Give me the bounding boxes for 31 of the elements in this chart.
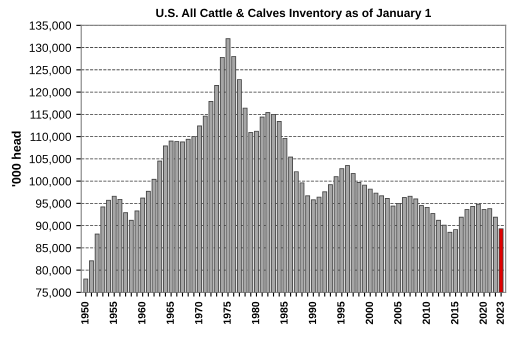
y-tick-label: 75,000 bbox=[36, 288, 72, 298]
x-tick-label: 1965 bbox=[166, 302, 174, 324]
y-tick-label: 85,000 bbox=[36, 244, 72, 254]
x-tick-label: 1975 bbox=[223, 302, 231, 324]
y-tick-label: 90,000 bbox=[36, 222, 72, 232]
x-tick-label: 2000 bbox=[366, 302, 374, 324]
y-tick-label: 110,000 bbox=[30, 132, 72, 142]
x-tick-label: 2005 bbox=[394, 302, 402, 324]
y-tick-label: 95,000 bbox=[36, 199, 72, 210]
x-tick-label: 2020 bbox=[479, 302, 487, 324]
chart-title: U.S. All Cattle & Calves Inventory as of January 1 bbox=[156, 8, 432, 20]
y-tick-label: 120,000 bbox=[30, 88, 72, 98]
y-tick-label: 115,000 bbox=[30, 110, 72, 120]
x-tick-label: 1990 bbox=[308, 302, 316, 324]
x-tick-label: 1980 bbox=[252, 302, 260, 324]
x-tick-label: 1950 bbox=[81, 302, 89, 324]
y-tick-label: 135,000 bbox=[30, 21, 72, 32]
x-tick-label: 1955 bbox=[110, 302, 118, 324]
x-tick-label: 1970 bbox=[194, 302, 202, 324]
x-tick-label: 2010 bbox=[422, 302, 430, 324]
x-tick-label: 2015 bbox=[451, 302, 458, 324]
x-tick-label: 1985 bbox=[280, 302, 288, 324]
x-tick-label: 1995 bbox=[337, 302, 345, 324]
y-axis-title: '000 head bbox=[12, 131, 21, 186]
y-tick-label: 80,000 bbox=[36, 266, 72, 276]
y-tick-label: 130,000 bbox=[30, 44, 72, 54]
y-tick-label: 105,000 bbox=[30, 154, 72, 165]
y-tick-label: 125,000 bbox=[30, 66, 72, 76]
x-tick-label: 1960 bbox=[138, 302, 146, 324]
x-tick-label: 2023 bbox=[496, 302, 504, 324]
y-tick-label: 100,000 bbox=[30, 177, 72, 187]
